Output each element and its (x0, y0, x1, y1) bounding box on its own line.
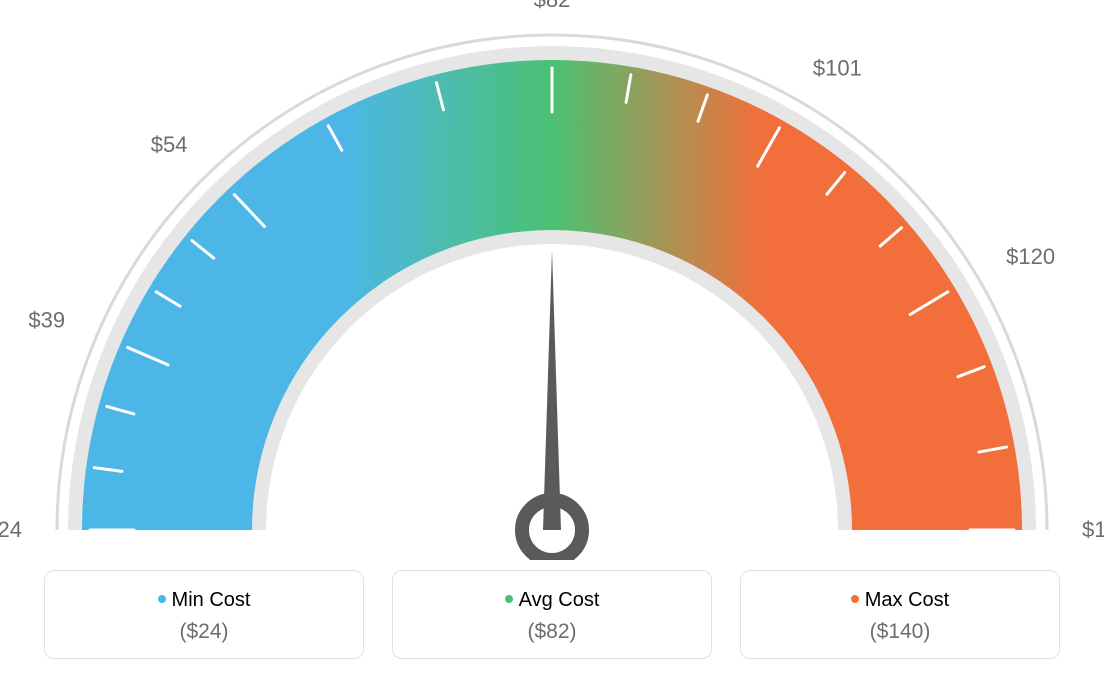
gauge-tick-label: $82 (534, 0, 571, 12)
legend-min-label: Min Cost (172, 589, 251, 611)
gauge-chart: $24 $39 $54 $82 $101 $120 $140 (0, 0, 1104, 560)
dot-icon (505, 595, 513, 603)
legend-max-label: Max Cost (865, 589, 949, 611)
legend-avg: Avg Cost ($82) (392, 570, 712, 659)
legend-avg-title: Avg Cost (403, 589, 701, 612)
legend-max-title: Max Cost (751, 589, 1049, 612)
legend-row: Min Cost ($24) Avg Cost ($82) Max Cost (… (0, 570, 1104, 659)
dot-icon (851, 595, 859, 603)
legend-max: Max Cost ($140) (740, 570, 1060, 659)
legend-avg-value: ($82) (403, 620, 701, 644)
gauge-tick-label: $39 (28, 308, 65, 333)
legend-min: Min Cost ($24) (44, 570, 364, 659)
legend-avg-label: Avg Cost (519, 589, 600, 611)
gauge-tick-label: $140 (1082, 517, 1104, 542)
dot-icon (158, 595, 166, 603)
legend-max-value: ($140) (751, 620, 1049, 644)
gauge-svg: $24 $39 $54 $82 $101 $120 $140 (0, 0, 1104, 560)
legend-min-title: Min Cost (55, 589, 353, 612)
gauge-tick-label: $101 (813, 56, 862, 81)
legend-min-value: ($24) (55, 620, 353, 644)
gauge-tick-label: $54 (151, 132, 188, 157)
gauge-tick-label: $24 (0, 517, 22, 542)
gauge-tick-label: $120 (1006, 244, 1055, 269)
